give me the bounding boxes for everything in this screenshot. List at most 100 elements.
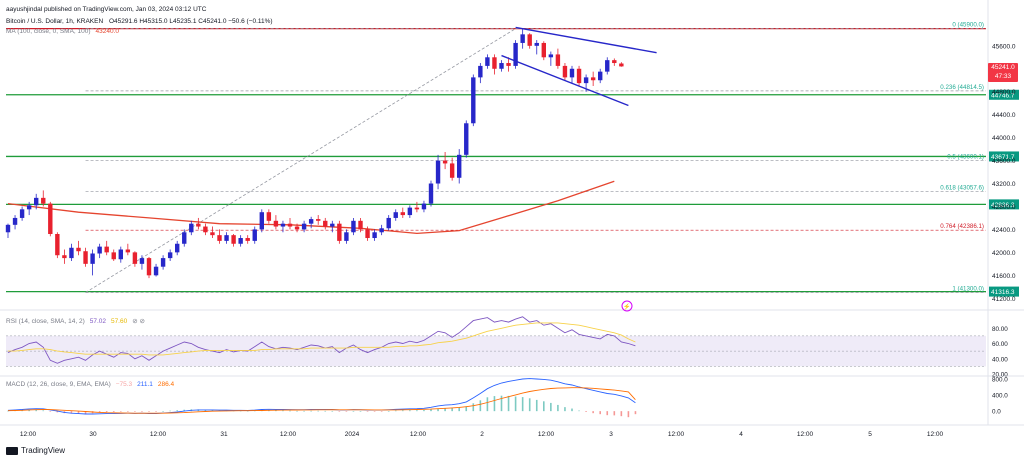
- candle-body: [548, 54, 554, 58]
- candle-body: [34, 197, 39, 206]
- time-tick-label: 12:00: [150, 431, 167, 438]
- macd-histogram-bar: [373, 411, 376, 412]
- candle-body: [189, 223, 194, 233]
- macd-histogram-bar: [613, 411, 616, 416]
- candle-body: [527, 34, 532, 46]
- macd-histogram-bar: [627, 411, 630, 418]
- candle-body: [414, 207, 420, 210]
- candle-body: [520, 34, 525, 43]
- ohlc-values: O45291.6 H45315.0 L45235.1 C45241.0 −50.…: [109, 18, 273, 25]
- macd-histogram-bar: [162, 411, 164, 412]
- macd-histogram-bar: [416, 410, 418, 412]
- macd-histogram-bar: [521, 397, 524, 412]
- macd-histogram-bar: [176, 410, 178, 412]
- candle-body: [203, 226, 208, 233]
- macd-signal-value: 286.4: [157, 381, 175, 388]
- level-price-tag: [989, 286, 1019, 297]
- candle-body: [146, 258, 152, 276]
- macd-histogram-bar: [465, 406, 468, 412]
- macd-label[interactable]: MACD (12, 26, close, 9, EMA, EMA): [6, 381, 111, 388]
- fib-trend-line: [85, 28, 516, 293]
- macd-histogram-bar: [451, 408, 453, 412]
- macd-tick-label: 800.0: [992, 377, 1008, 384]
- candle-body: [160, 258, 166, 267]
- macd-histogram-bar: [35, 410, 37, 412]
- candle-body: [435, 160, 441, 184]
- rsi-label[interactable]: RSI (14, close, SMA, 14, 2): [6, 318, 85, 325]
- macd-histogram-bar: [105, 411, 108, 413]
- current-price-tag: 45241.0 47:33: [988, 63, 1018, 82]
- fib-level-label: 0.5 (43600.1): [947, 154, 984, 161]
- ma-value: 43240.0: [95, 28, 120, 35]
- time-tick-label: 12:00: [797, 431, 814, 438]
- candle-body: [97, 246, 102, 254]
- candle-body: [210, 232, 215, 236]
- candle-body: [464, 123, 469, 155]
- macd-histogram-bar: [507, 395, 510, 412]
- macd-histogram-bar: [472, 403, 475, 412]
- rsi-tick-label: 40.00: [992, 356, 1008, 363]
- rsi-legend: RSI (14, close, SMA, 14, 2) 57.02 57.60 …: [6, 317, 145, 326]
- macd-histogram-bar: [550, 402, 552, 412]
- candle-body: [83, 251, 88, 264]
- candle-body: [449, 163, 455, 178]
- macd-histogram-bar: [338, 411, 341, 412]
- macd-histogram-bar: [479, 400, 482, 412]
- macd-histogram-bar: [394, 410, 397, 412]
- macd-value: 211.1: [137, 381, 153, 388]
- candle-body: [196, 223, 201, 227]
- candle-body: [344, 232, 349, 241]
- macd-histogram-bar: [141, 411, 143, 412]
- candle-body: [111, 252, 116, 260]
- bar-countdown: 47:33: [994, 73, 1012, 80]
- time-tick-label: 5: [868, 431, 872, 438]
- price-tick-label: 41200.0: [992, 296, 1016, 303]
- eye-icon[interactable]: ⊘ ⊘: [132, 318, 145, 325]
- candle-body: [337, 223, 342, 241]
- time-tick-label: 12:00: [280, 431, 297, 438]
- macd-histogram-bar: [56, 411, 59, 413]
- macd-histogram-bar: [592, 411, 594, 414]
- time-tick-label: 12:00: [668, 431, 685, 438]
- macd-histogram-bar: [317, 410, 319, 412]
- rsi-line: [7, 316, 636, 364]
- candle-body: [358, 220, 363, 230]
- candle-body: [471, 77, 476, 124]
- candle-body: [499, 63, 504, 69]
- macd-histogram-bar: [423, 410, 425, 412]
- candle-body: [485, 57, 490, 66]
- channel-line: [515, 26, 657, 54]
- symbol-title[interactable]: Bitcoin / U.S. Dollar, 1h, KRAKEN: [6, 18, 104, 25]
- macd-histogram-bar: [246, 410, 249, 412]
- candle-body: [316, 219, 321, 221]
- macd-histogram-bar: [571, 408, 573, 412]
- macd-histogram-bar: [402, 410, 404, 412]
- candle-body: [365, 229, 370, 239]
- macd-tick-label: 400.0: [992, 393, 1008, 400]
- candle-body: [534, 42, 539, 46]
- current-price: 45241.0: [991, 64, 1015, 71]
- fib-level-label: 0.236 (44814.5): [940, 84, 984, 91]
- time-tick-label: 12:00: [538, 431, 555, 438]
- price-tick-label: 42000.0: [992, 250, 1016, 257]
- ma-label[interactable]: MA (100, close, 0, SMA, 100): [6, 28, 91, 35]
- candle-body: [612, 60, 617, 64]
- macd-histogram-bar: [387, 410, 390, 412]
- candle-body: [598, 71, 603, 81]
- macd-histogram-bar: [359, 411, 362, 412]
- candle-body: [619, 63, 624, 67]
- tradingview-logo[interactable]: TradingView: [6, 446, 65, 455]
- candle-body: [266, 212, 272, 221]
- time-tick-label: 2024: [345, 431, 360, 438]
- macd-histogram-bar: [564, 407, 566, 412]
- candle-body: [118, 249, 123, 260]
- fib-level-label: 0 (45900.0): [952, 22, 984, 29]
- candle-body: [153, 266, 159, 276]
- level-price-label: 43671.7: [991, 154, 1015, 161]
- publisher-line: aayushjindal published on TradingView.co…: [6, 6, 207, 13]
- macd-histogram-bar: [486, 397, 489, 412]
- macd-histogram-bar: [620, 411, 623, 417]
- level-price-label: 42836.3: [991, 202, 1015, 209]
- macd-histogram-bar: [324, 410, 327, 412]
